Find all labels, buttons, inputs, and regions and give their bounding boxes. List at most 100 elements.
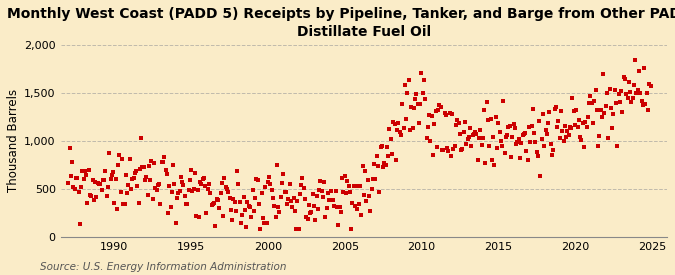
Point (101, 194, 112, 198)
Point (133, 201, 144, 206)
Point (118, 201, 129, 206)
Point (120, 173, 131, 177)
Point (560, 124, 570, 129)
Point (446, 153, 456, 158)
Point (524, 125, 535, 129)
Point (278, 172, 289, 176)
Point (518, 132, 529, 137)
Point (123, 183, 134, 187)
Point (545, 142, 556, 146)
Point (209, 201, 219, 205)
Point (380, 163, 391, 167)
Point (142, 192, 153, 197)
Point (277, 181, 288, 185)
Point (503, 125, 514, 129)
Point (477, 143, 487, 147)
Point (165, 205, 176, 209)
Point (627, 96, 638, 100)
Point (177, 180, 188, 184)
Point (214, 205, 225, 210)
Point (394, 130, 405, 134)
Point (452, 117, 462, 122)
Point (626, 100, 637, 104)
Point (464, 135, 475, 139)
Point (415, 102, 426, 106)
Point (600, 104, 611, 108)
Point (576, 137, 587, 142)
Point (302, 217, 313, 222)
Point (317, 189, 327, 193)
Point (407, 126, 418, 131)
Point (587, 101, 597, 106)
Point (599, 111, 610, 115)
Point (571, 108, 582, 112)
Point (457, 147, 468, 152)
Point (219, 175, 230, 180)
Point (80, 169, 90, 174)
Point (644, 82, 655, 87)
Point (612, 144, 622, 148)
Point (593, 143, 603, 148)
Point (340, 174, 350, 178)
Point (507, 134, 518, 139)
Point (170, 221, 181, 225)
Point (481, 100, 492, 104)
Point (113, 163, 124, 167)
Point (110, 177, 121, 182)
Point (589, 99, 599, 103)
Point (537, 137, 547, 141)
Point (250, 196, 261, 200)
Point (577, 121, 588, 125)
Point (549, 107, 560, 111)
Point (204, 182, 215, 186)
Point (157, 160, 167, 165)
Point (438, 148, 449, 152)
Point (387, 152, 398, 156)
Point (418, 78, 429, 82)
Point (574, 117, 585, 122)
Point (197, 177, 208, 181)
Point (474, 136, 485, 141)
Point (230, 200, 240, 204)
Point (141, 174, 152, 179)
Point (287, 205, 298, 209)
Point (441, 146, 452, 150)
Point (148, 160, 159, 165)
Point (265, 182, 276, 186)
Point (444, 111, 455, 116)
Point (641, 91, 652, 95)
Point (65, 174, 76, 178)
Point (453, 120, 464, 125)
Point (154, 182, 165, 186)
Point (171, 196, 182, 200)
Point (280, 190, 291, 195)
Point (538, 112, 549, 117)
Point (337, 176, 348, 180)
Point (460, 120, 470, 124)
Point (190, 171, 200, 175)
Point (269, 204, 279, 208)
Point (567, 95, 578, 100)
Point (104, 151, 115, 155)
Point (291, 227, 302, 231)
Point (462, 137, 473, 141)
Point (105, 177, 116, 181)
Point (580, 120, 591, 124)
Point (327, 197, 338, 202)
Point (608, 112, 619, 117)
Point (433, 108, 443, 112)
Point (131, 169, 142, 173)
Point (557, 128, 568, 133)
Point (616, 89, 626, 93)
Point (495, 139, 506, 144)
Point (480, 161, 491, 165)
Point (251, 176, 262, 181)
Point (424, 112, 435, 117)
Point (585, 94, 596, 98)
Point (447, 112, 458, 116)
Point (184, 178, 195, 183)
Point (346, 227, 356, 231)
Point (335, 210, 346, 214)
Point (240, 208, 250, 213)
Point (578, 145, 589, 149)
